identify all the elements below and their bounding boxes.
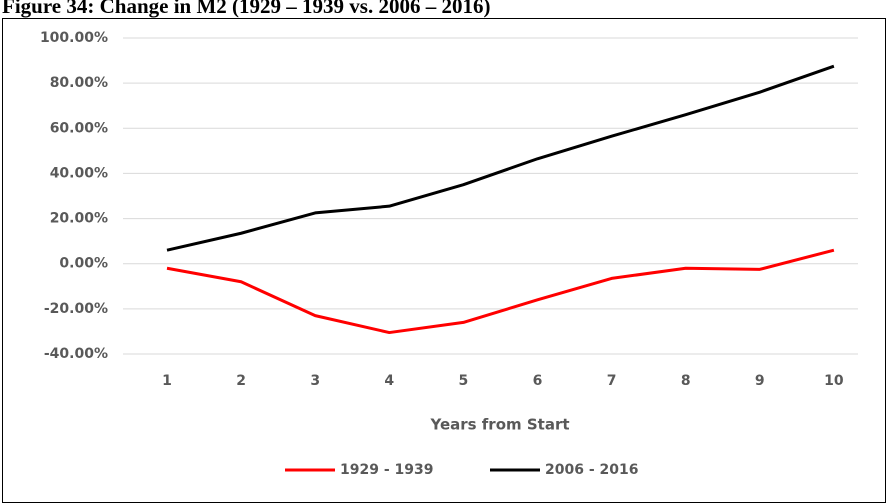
y-tick-label: 60.00% <box>50 120 108 136</box>
x-tick-label: 1 <box>162 373 172 389</box>
chart-frame <box>2 18 886 503</box>
line-series <box>166 64 835 252</box>
y-tick-label: -20.00% <box>44 301 108 317</box>
legend-label: 2006 - 2016 <box>545 462 639 478</box>
line-series <box>166 248 835 335</box>
chart-title: Figure 34: Change in M2 (1929 – 1939 vs.… <box>2 0 490 18</box>
x-tick-label: 3 <box>310 373 320 389</box>
y-tick-label: 100.00% <box>40 30 108 46</box>
y-tick-label: 80.00% <box>50 75 108 91</box>
y-tick-label: 40.00% <box>50 165 108 181</box>
x-tick-label: 6 <box>533 373 543 389</box>
x-tick-label: 2 <box>236 373 246 389</box>
y-tick-label: 0.00% <box>59 256 108 272</box>
x-axis-label: Years from Start <box>429 416 569 434</box>
y-tick-label: -40.00% <box>44 346 108 362</box>
x-tick-label: 10 <box>824 373 844 389</box>
y-tick-label: 20.00% <box>50 211 108 227</box>
x-tick-label: 5 <box>459 373 469 389</box>
x-tick-label: 8 <box>681 373 691 389</box>
legend-label: 1929 - 1939 <box>340 462 434 478</box>
x-tick-label: 4 <box>384 373 394 389</box>
x-tick-label: 9 <box>755 373 765 389</box>
x-tick-label: 7 <box>607 373 617 389</box>
